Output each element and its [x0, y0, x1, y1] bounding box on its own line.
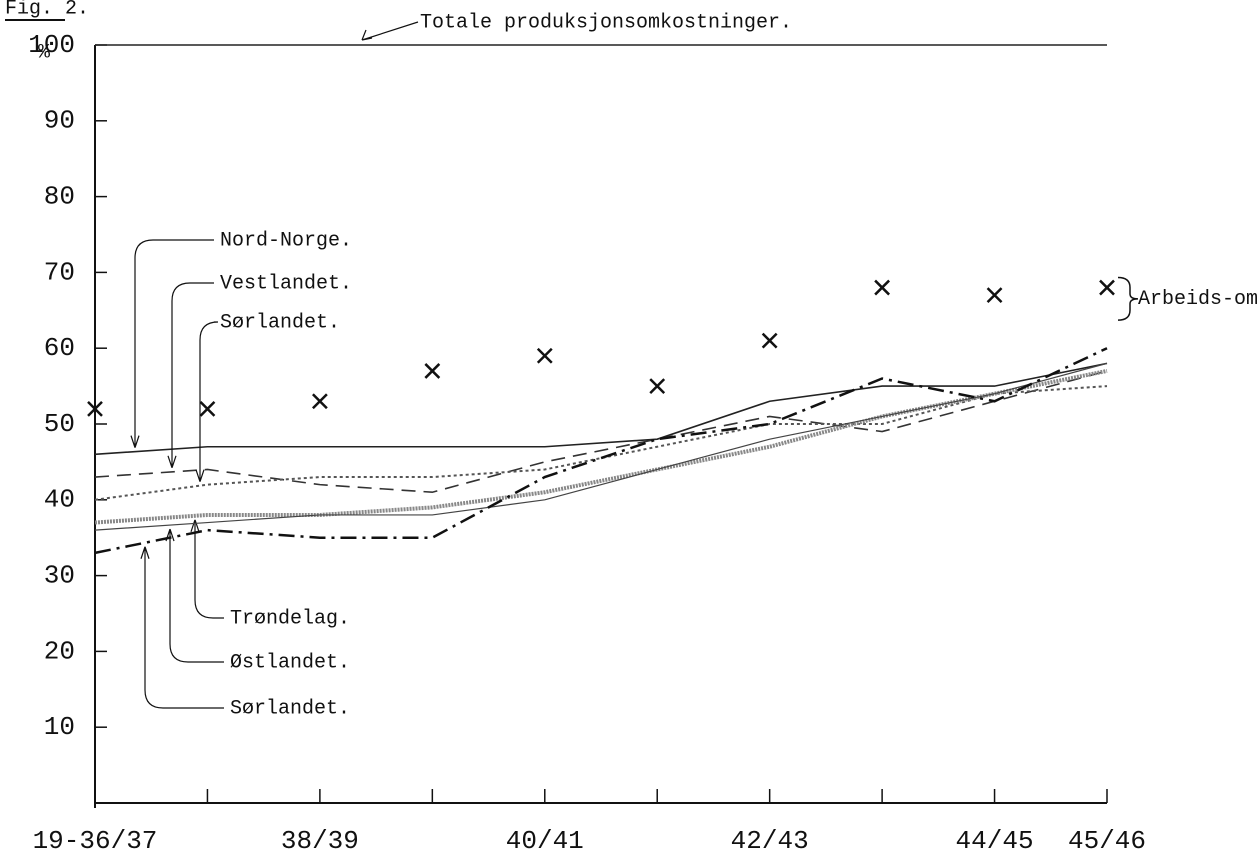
data-point — [424, 363, 441, 379]
series-line — [94, 370, 1108, 494]
x-marker — [87, 400, 103, 417]
x-marker — [874, 279, 890, 296]
y-tick-label: 40 — [44, 485, 75, 515]
series-line — [94, 368, 1108, 525]
series-line — [94, 385, 1108, 501]
data-point — [87, 400, 103, 417]
x-marker — [536, 347, 553, 364]
leader — [190, 519, 224, 619]
y-tick-label: 70 — [44, 257, 75, 287]
leader — [195, 321, 219, 482]
data-point — [874, 279, 890, 296]
y-tick-label: 10 — [44, 712, 75, 742]
series-label: Trøndelag. — [230, 607, 350, 630]
x-marker — [424, 363, 441, 379]
data-point — [312, 393, 328, 410]
leader — [361, 21, 419, 41]
series-label: Vestlandet. — [220, 272, 352, 295]
x-marker — [199, 400, 216, 417]
y-tick-label: 20 — [44, 636, 75, 666]
x-marker — [986, 287, 1003, 304]
y-tick-label: 90 — [44, 106, 75, 136]
y-tick-label: 60 — [44, 333, 75, 363]
x-tick-label: 45/46 — [1068, 826, 1146, 856]
y-tick-label: 100 — [28, 30, 75, 60]
x-tick-label: 19-36/37 — [33, 826, 158, 856]
y-tick-label: 50 — [44, 409, 75, 439]
x-marker — [761, 332, 778, 349]
x-marker — [312, 393, 328, 410]
series-label: Arbeids-omkostn. — [1138, 288, 1257, 311]
chart-title: Fig. 2. — [5, 0, 89, 20]
y-tick-label: 80 — [44, 181, 75, 211]
x-tick-label: 44/45 — [956, 826, 1034, 856]
x-tick-label: 40/41 — [506, 826, 584, 856]
leader — [167, 282, 214, 469]
brace — [1117, 276, 1139, 321]
leader — [130, 239, 214, 448]
data-point — [986, 287, 1003, 304]
x-tick-label: 42/43 — [731, 826, 809, 856]
series-line — [94, 347, 1108, 555]
data-point — [199, 400, 216, 417]
leader — [140, 546, 224, 709]
series-label: Totale produksjonsomkostninger. — [420, 11, 792, 34]
series-label: Østlandet. — [230, 651, 350, 674]
data-point — [536, 347, 553, 364]
data-point — [1099, 279, 1115, 296]
series-label: Nord-Norge. — [220, 229, 352, 252]
series-line — [94, 362, 1108, 456]
y-axis-label: % — [38, 41, 51, 64]
series-label: Sørlandet. — [230, 697, 350, 720]
data-point — [761, 332, 778, 349]
series-line — [94, 362, 1108, 531]
y-tick-label: 30 — [44, 560, 75, 590]
data-point — [649, 378, 666, 394]
x-marker — [1099, 279, 1115, 296]
series-label: Sørlandet. — [220, 311, 340, 334]
x-tick-label: 38/39 — [281, 826, 359, 856]
x-marker — [649, 378, 666, 394]
